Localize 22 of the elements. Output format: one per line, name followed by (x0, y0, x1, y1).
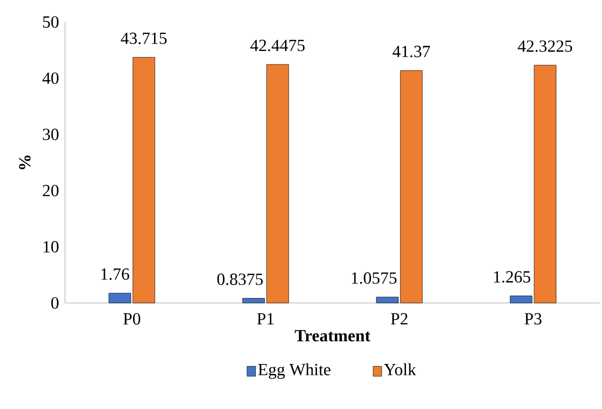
data-label: 42.4475 (250, 40, 305, 52)
data-label: 41.37 (392, 46, 430, 58)
x-tick-label: P2 (390, 313, 408, 324)
x-tick-label: P1 (257, 313, 274, 324)
legend-label: Yolk (384, 363, 416, 376)
y-axis-title: % (19, 156, 31, 170)
data-label: 1.265 (494, 271, 530, 283)
y-tick-label: 50 (43, 16, 58, 28)
y-tick-label: 10 (44, 241, 58, 253)
y-tick-label: 0 (51, 297, 58, 309)
y-tick-label: 30 (42, 128, 58, 140)
x-tick-label: P3 (524, 313, 542, 325)
y-tick-label: 20 (42, 184, 58, 196)
legend-label: Egg White (258, 363, 330, 379)
data-label: 1.0575 (352, 272, 397, 284)
y-tick-label: 40 (42, 72, 58, 84)
data-label: 1.76 (101, 268, 130, 280)
data-label: 42.3225 (518, 40, 572, 52)
data-label: 43.715 (120, 32, 167, 44)
data-label: 0.8375 (217, 274, 263, 286)
x-axis-title: Treatment (294, 330, 370, 342)
x-tick-label: P0 (123, 313, 140, 325)
